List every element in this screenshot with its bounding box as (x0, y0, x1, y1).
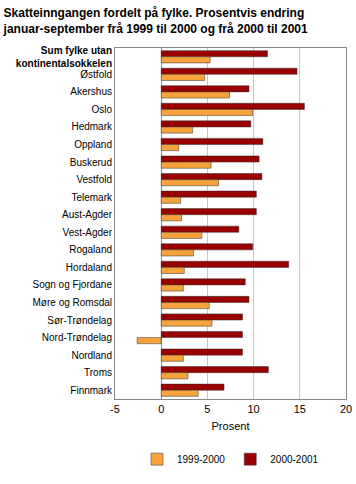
svg-text:Prosent: Prosent (212, 420, 250, 432)
svg-text:Sum fylke utankontinentalsokke: Sum fylke utankontinentalsokkelen (16, 45, 112, 69)
svg-text:Østfold: Østfold (80, 69, 112, 80)
svg-text:Aust-Agder: Aust-Agder (62, 209, 113, 220)
svg-text:Nord-Trøndelag: Nord-Trøndelag (42, 332, 112, 343)
svg-text:Nordland: Nordland (71, 350, 112, 361)
svg-text:20: 20 (340, 403, 352, 415)
svg-text:Skatteinngangen fordelt på fyl: Skatteinngangen fordelt på fylke. Prosen… (3, 6, 308, 36)
svg-text:10: 10 (247, 403, 259, 415)
svg-text:Hordaland: Hordaland (66, 262, 112, 273)
svg-text:15: 15 (294, 403, 306, 415)
svg-text:0: 0 (158, 403, 164, 415)
svg-text:5: 5 (204, 403, 210, 415)
svg-text:Buskerud: Buskerud (70, 157, 112, 168)
svg-text:Oppland: Oppland (74, 139, 112, 150)
svg-text:Møre og Romsdal: Møre og Romsdal (33, 297, 112, 308)
svg-text:Hedmark: Hedmark (71, 121, 113, 132)
svg-text:Oslo: Oslo (91, 104, 112, 115)
svg-text:Sør-Trøndelag: Sør-Trøndelag (47, 315, 112, 326)
svg-text:Akershus: Akershus (70, 86, 112, 97)
svg-text:-5: -5 (110, 403, 120, 415)
svg-text:2000-2001: 2000-2001 (270, 454, 318, 465)
svg-text:Vestfold: Vestfold (76, 174, 112, 185)
svg-text:Sogn og Fjordane: Sogn og Fjordane (32, 279, 112, 290)
svg-text:Troms: Troms (84, 367, 112, 378)
svg-text:Finnmark: Finnmark (70, 385, 113, 396)
svg-text:Vest-Agder: Vest-Agder (63, 227, 113, 238)
svg-text:Rogaland: Rogaland (69, 244, 112, 255)
svg-text:1999-2000: 1999-2000 (177, 454, 225, 465)
svg-text:Telemark: Telemark (71, 192, 113, 203)
